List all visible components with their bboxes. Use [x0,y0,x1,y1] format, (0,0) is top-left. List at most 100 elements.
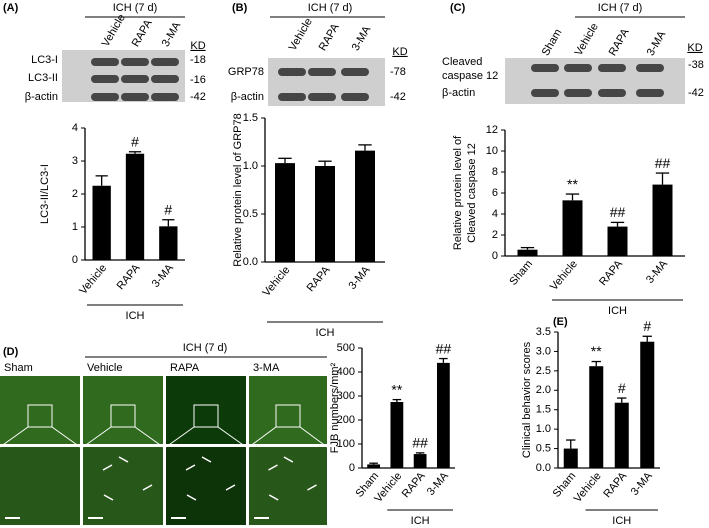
roi-box [110,404,136,428]
error-bar [520,246,535,250]
lane-label: RAPA [607,26,632,58]
kd-value: -16 [190,74,206,86]
significance-label: # [131,133,139,149]
significance-label: # [164,201,172,217]
lane-label: Sham [540,27,565,58]
bar [125,153,145,260]
blot-band [121,93,149,101]
y-tick-label: 300 [337,390,355,402]
blot-band [278,93,306,101]
blot-band [598,64,626,72]
error-bar [617,397,627,403]
zoom-line [165,426,195,448]
bar [315,166,335,262]
error-bar [318,160,332,166]
blot-band [121,58,149,66]
blot-band [636,64,664,72]
lane-label: 3-MA [350,24,374,53]
y-tick-label: 12 [486,124,498,136]
x-tick-label: Sham [507,258,535,288]
significance-label: ## [412,435,428,451]
lane-label: RAPA [130,17,155,49]
lane-label: RAPA [317,21,342,53]
arrow [283,456,294,463]
zoom-line [82,426,112,448]
y-tick-label: 2.5 [536,365,551,377]
lane-label: Vehicle [100,12,128,49]
blot-band [564,89,592,97]
blot-band [308,68,336,76]
x-tick-label: Vehicle [548,258,580,293]
group-label: ICH [126,310,145,322]
y-axis-label: FJB numbers/mm² [329,362,341,453]
y-axis-label: LC3-II/LC3-I [39,164,51,224]
y-tick-label: 2 [492,229,498,241]
error-bar [439,357,448,363]
error-bar [565,193,580,201]
y-tick-label: 0 [72,254,78,266]
error-bar [278,157,292,164]
blot-row-label: β-actin [442,87,475,99]
y-tick-label: 0 [492,250,498,262]
y-tick-label: 10 [486,145,498,157]
significance-label: ** [591,343,602,359]
error-bar [610,221,625,227]
y-tick-label: 0.0 [536,462,551,474]
y-axis-label: Clinical behavior scores [521,341,533,458]
blot-band [91,93,119,101]
significance-label: # [618,380,626,396]
x-tick-label: 3-MA [150,262,177,290]
kd-value: -42 [688,87,704,99]
y-tick-label: 6 [492,187,498,199]
x-tick-label: 3-MA [346,264,373,292]
y-tick-label: 8 [492,166,498,178]
error-bar [591,360,601,367]
blot-row-label: LC3-II [28,72,58,84]
y-tick-label: 1.5 [243,112,258,124]
arrow [118,456,129,463]
roi-box [27,404,53,428]
zoom-line [51,426,81,448]
error-bar [95,175,108,186]
bar [640,341,655,468]
blot-band [564,64,592,72]
y-tick-label: 4 [492,208,498,220]
x-tick-label: RAPA [400,470,428,501]
error-bar [392,398,402,402]
bar [390,402,404,468]
image-header: ICH (7 d) [183,342,228,354]
blot-row-label: Cleaved [442,56,482,68]
bar [563,448,578,468]
blot-row-label: LC3-I [31,54,58,66]
x-tick-label: 3-MA [425,470,452,498]
zoom-line [134,426,164,448]
error-bar [642,335,652,342]
kd-title: KD [687,42,702,54]
micrograph [166,376,246,444]
kd-title: KD [190,40,205,52]
image-column-label: 3-MA [253,362,280,374]
x-tick-label: Vehicle [261,264,293,299]
micrograph [0,376,80,444]
y-axis-label: Cleaved caspase 12 [466,143,478,243]
x-tick-label: 3-MA [629,470,656,498]
panel-label: (B) [232,2,248,14]
panel-label: (A) [3,2,19,14]
arrow [268,464,278,471]
lane-label: 3-MA [160,20,184,49]
blot-band [598,89,626,97]
blot-band [531,89,559,97]
roi-box [193,404,219,428]
y-tick-label: 0 [349,462,355,474]
image-column-label: Sham [4,362,33,374]
lane-label: Vehicle [573,21,601,58]
x-tick-label: 3-MA [644,258,671,286]
bar [275,163,295,262]
error-bar [566,439,576,449]
kd-value: -78 [390,66,406,78]
error-bar [128,151,142,154]
bar [517,249,538,256]
error-bar [415,452,425,455]
x-tick-label: RAPA [115,262,143,293]
significance-label: ## [655,155,671,171]
